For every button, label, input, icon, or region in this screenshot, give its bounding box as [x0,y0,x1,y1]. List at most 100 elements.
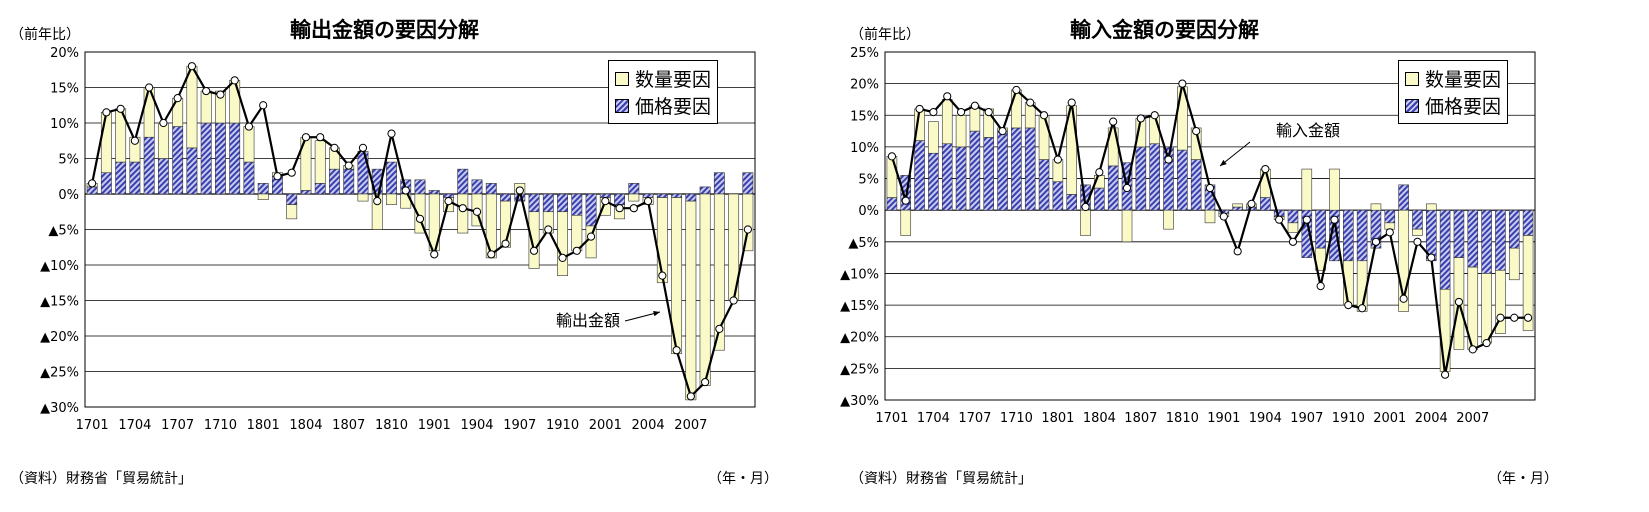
price-bar [571,193,583,216]
quantity-bar [1425,203,1437,211]
quantity-swatch-icon [615,71,629,86]
quantity-bar [371,193,383,230]
total-marker [1122,183,1132,193]
total-marker [1316,282,1325,291]
price-swatch-icon [615,98,629,113]
x-tick-label: 1701 [76,418,109,433]
total-marker [701,378,710,387]
x-tick-label: 2001 [1373,411,1406,426]
price-bar [742,172,754,195]
x-tick-label: 1901 [418,418,451,433]
total-marker [415,214,425,223]
y-tick-label: ▲30% [840,394,879,409]
chart-title: 輸出金額の要因分解 [290,18,479,42]
quantity-bar [1370,203,1382,211]
x-tick-label: 1704 [118,418,151,433]
price-bar [1287,209,1299,224]
price-bar [685,193,697,202]
total-marker [1136,114,1145,123]
price-bar [457,168,469,195]
quantity-bar [386,193,397,205]
price-bar [656,193,668,198]
x-tick-label: 1901 [1207,411,1240,426]
quantity-bar [656,197,668,284]
price-bar [214,122,226,195]
price-bar [1412,209,1423,230]
price-bar [115,161,127,195]
price-bar [286,193,298,205]
y-tick-label: 10% [850,141,879,156]
price-bar [528,193,540,213]
y-tick-label: 10% [50,117,79,132]
total-marker [1468,345,1477,354]
export-chart-panel: 20% 15% 10% 5% 0% ▲5% ▲10% ▲15% ▲20% ▲25% ▲30% 1701… [0,0,810,512]
quantity-bar [1287,222,1299,233]
y-tick-label: 0% [58,188,79,203]
x-tick-label: 1801 [247,418,280,433]
total-marker [1427,253,1436,262]
price-bar [86,186,98,195]
quantity-bar [528,211,540,269]
legend-item-price: 価格要因 [615,92,711,119]
x-tick-label: 1907 [1290,411,1323,426]
price-bar [414,179,426,195]
price-bar [997,130,1008,211]
total-marker [1385,228,1394,237]
price-bar [1467,209,1479,268]
x-tick-label: 1904 [460,418,493,433]
quantity-bar [186,65,198,149]
x-tick-label: 1707 [161,418,194,433]
total-marker [1371,237,1381,246]
price-bar [329,168,340,195]
total-marker [1233,247,1242,256]
total-marker [358,143,368,152]
total-marker [102,108,111,117]
line-annotation: 輸出金額 [556,311,620,330]
total-marker [1164,155,1173,164]
total-marker [1039,111,1049,120]
quantity-bar [1232,203,1243,208]
price-bar [969,130,981,211]
total-marker [273,172,282,181]
price-bar [886,197,898,211]
quantity-bar [1163,209,1174,230]
x-tick-label: 1707 [958,411,991,426]
total-marker [230,76,239,85]
quantity-bar [742,193,754,252]
legend-label: 価格要因 [635,96,712,118]
x-tick-label: 2007 [1456,411,1489,426]
price-bar [1052,181,1064,211]
y-tick-label: 5% [858,173,879,188]
price-bar [1190,159,1202,211]
total-marker [715,324,724,333]
x-tick-label: 1810 [1166,411,1199,426]
total-marker [145,83,154,92]
total-marker [658,271,667,280]
price-bar [713,172,725,195]
price-bar [1315,209,1326,249]
price-bar [229,122,241,195]
total-marker [544,225,553,234]
price-bar [186,147,198,195]
total-marker [1523,313,1533,322]
total-marker [601,197,610,206]
price-bar [955,146,967,211]
total-marker [130,136,139,145]
total-marker [1109,117,1118,126]
total-marker [743,225,752,234]
quantity-bar [1301,168,1313,211]
total-marker [1053,155,1062,164]
total-marker [558,253,567,262]
legend-item-quantity: 数量要因 [1405,65,1501,92]
price-bar [928,152,939,211]
source-note: （資料）財務省「貿易統計」 [10,471,192,487]
quantity-bar [941,99,953,145]
price-bar [300,190,312,195]
price-bar [1038,159,1050,211]
price-bar [614,193,626,205]
price-bar [671,193,683,198]
x-tick-label: 1701 [875,411,908,426]
quantity-bar [1522,235,1534,331]
quantity-bar [357,193,369,202]
quantity-bar [928,121,939,154]
